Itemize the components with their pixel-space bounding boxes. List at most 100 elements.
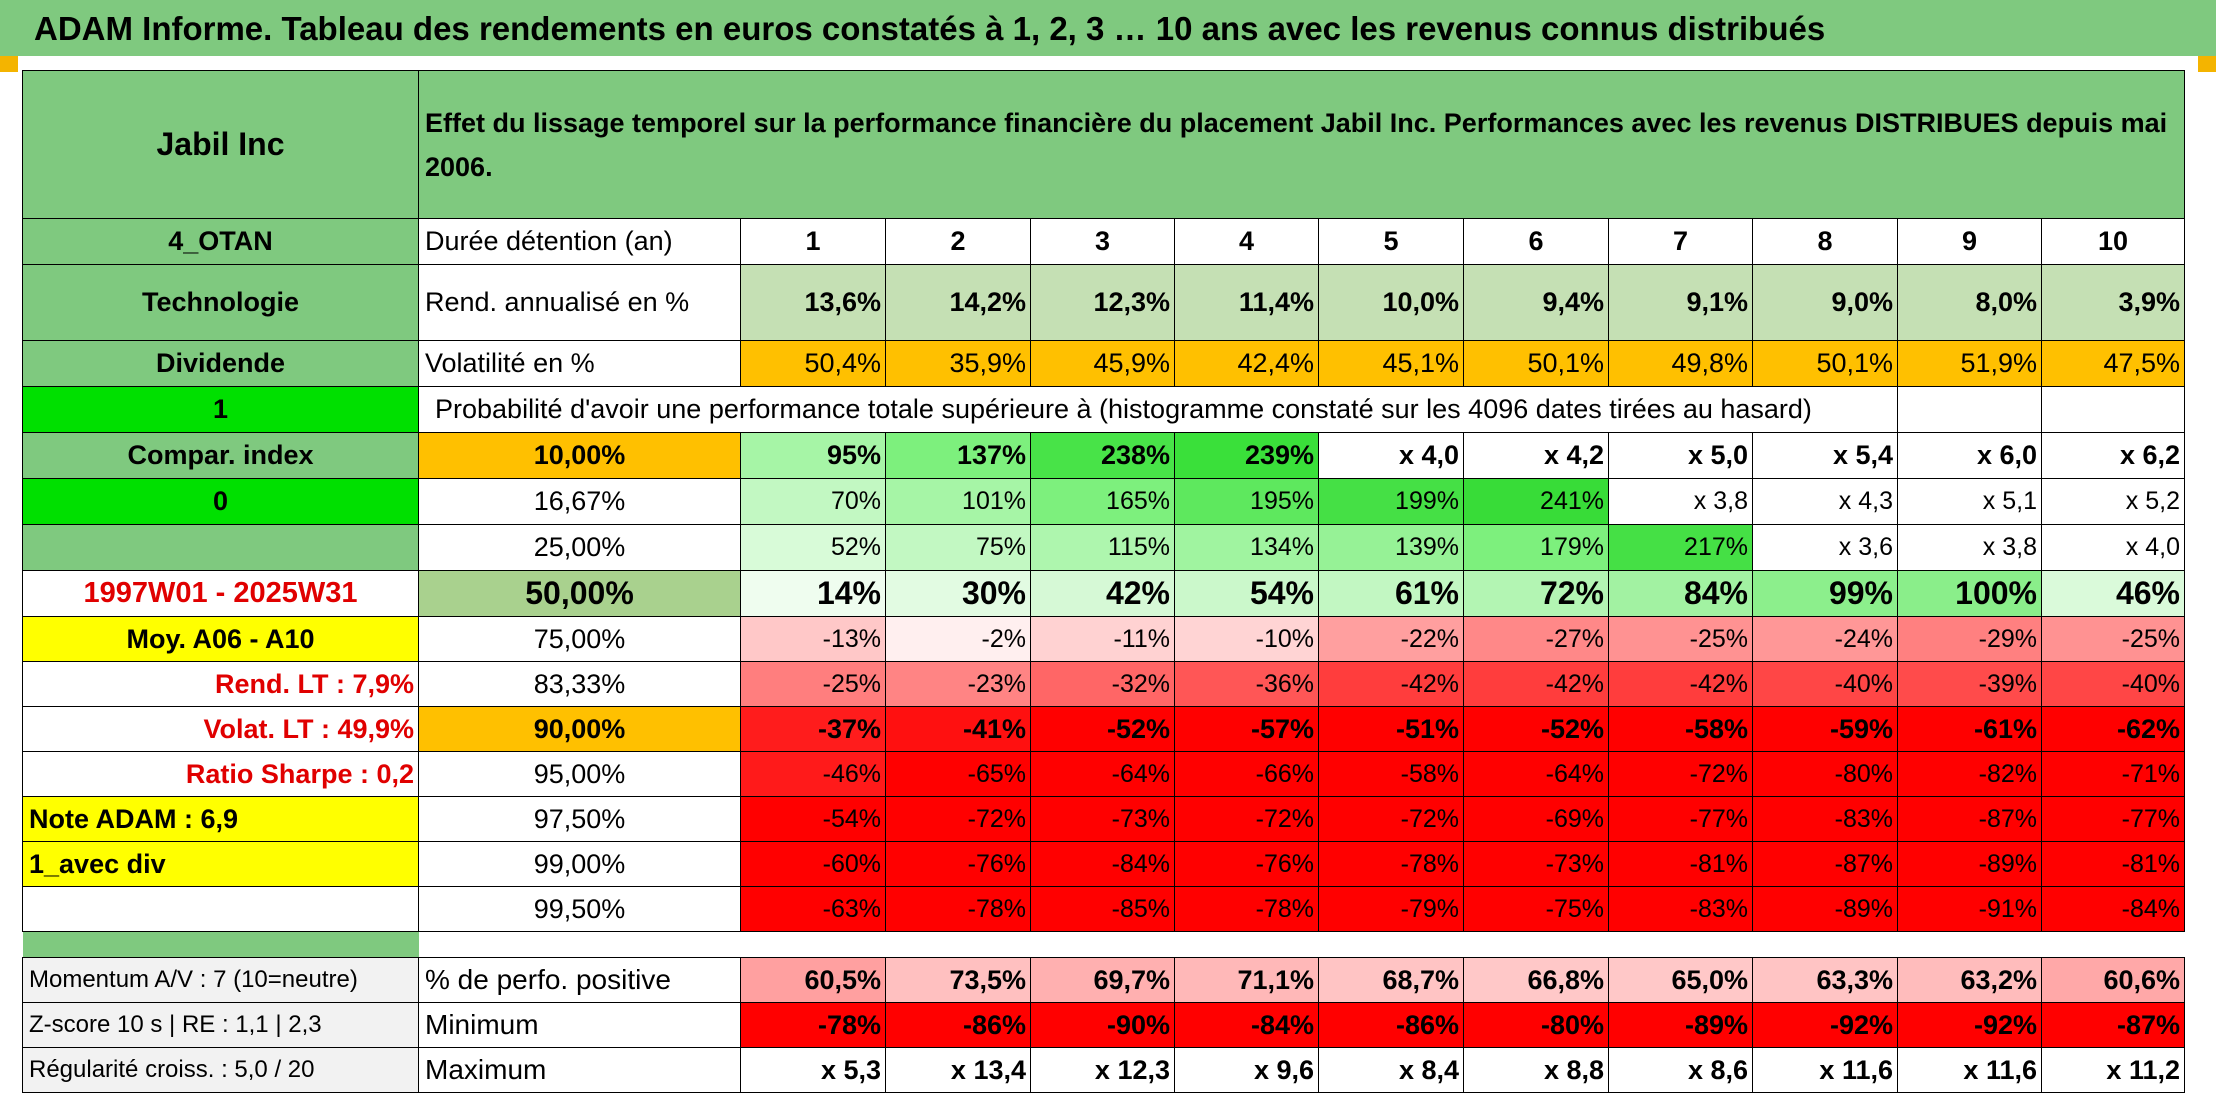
year-10: 10 bbox=[2041, 218, 2185, 265]
quantile-cell: -25% bbox=[2041, 616, 2185, 662]
rend-cell: 10,0% bbox=[1318, 264, 1464, 341]
quantile-cell: -42% bbox=[1318, 661, 1464, 707]
min-cell: -78% bbox=[740, 1002, 886, 1048]
quantile-cell: x 4,2 bbox=[1463, 432, 1609, 479]
vol-cell: 50,1% bbox=[1752, 340, 1898, 387]
dividend-value: 1 bbox=[22, 386, 419, 433]
quantile-cell: x 5,2 bbox=[2041, 478, 2185, 525]
sector-cell: Technologie bbox=[22, 264, 419, 341]
quantile-cell: 70% bbox=[740, 478, 886, 525]
quantile-cell: -36% bbox=[1174, 661, 1319, 707]
max-label: Maximum bbox=[418, 1047, 741, 1093]
quantile-cell: -29% bbox=[1897, 616, 2042, 662]
quantile-cell: x 6,2 bbox=[2041, 432, 2185, 479]
compar-value: 0 bbox=[22, 478, 419, 525]
pos-row: Momentum A/V : 7 (10=neutre) % de perfo.… bbox=[22, 957, 2185, 1003]
quantile-cell: x 3,6 bbox=[1752, 524, 1898, 571]
max-cell: x 8,6 bbox=[1608, 1047, 1753, 1093]
quantile-cell: -22% bbox=[1318, 616, 1464, 662]
rend-cell: 12,3% bbox=[1030, 264, 1175, 341]
header-row: 4_OTAN Durée détention (an) 1 2 3 4 5 6 … bbox=[22, 218, 2185, 265]
quantile-cell: -84% bbox=[2041, 886, 2185, 932]
quantile-cell: 241% bbox=[1463, 478, 1609, 525]
quantile-cell: -61% bbox=[1897, 706, 2042, 752]
quantile-cell: x 5,4 bbox=[1752, 432, 1898, 479]
quantile-cell: -91% bbox=[1897, 886, 2042, 932]
min-label: Minimum bbox=[418, 1002, 741, 1048]
quantile-cell: -69% bbox=[1463, 796, 1609, 842]
min-cell: -86% bbox=[1318, 1002, 1464, 1048]
empty-left-cell bbox=[22, 524, 419, 571]
quantile-cell: -79% bbox=[1318, 886, 1464, 932]
year-9: 9 bbox=[1897, 218, 2042, 265]
rend-cell: 9,4% bbox=[1463, 264, 1609, 341]
quantile-cell: -89% bbox=[1752, 886, 1898, 932]
vol-cell: 42,4% bbox=[1174, 340, 1319, 387]
performance-table: Jabil Inc Effet du lissage temporel sur … bbox=[22, 70, 2185, 1093]
rend-cell: 14,2% bbox=[885, 264, 1031, 341]
pos-cell: 60,5% bbox=[740, 957, 886, 1003]
rend-lt-cell: Rend. LT : 7,9% bbox=[22, 661, 419, 707]
note-adam-cell: Note ADAM : 6,9 bbox=[22, 796, 419, 842]
quantile-row: Note ADAM : 6,9 97,50% -54% -72% -73% -72% -72… bbox=[22, 796, 2185, 842]
quantile-cell: -78% bbox=[885, 886, 1031, 932]
quantile-cell: 238% bbox=[1030, 432, 1175, 479]
quantile-row: Rend. LT : 7,9% 83,33% -25% -23% -32% -36% -42… bbox=[22, 661, 2185, 707]
quantile-cell: -42% bbox=[1463, 661, 1609, 707]
pos-cell: 68,7% bbox=[1318, 957, 1464, 1003]
quantile-cell: 165% bbox=[1030, 478, 1175, 525]
quantile-cell: -81% bbox=[2041, 841, 2185, 887]
quantile-cell: -84% bbox=[1030, 841, 1175, 887]
quantile-label: 90,00% bbox=[418, 706, 741, 752]
quantile-cell: 115% bbox=[1030, 524, 1175, 571]
quantile-label: 50,00% bbox=[418, 570, 741, 617]
max-cell: x 5,3 bbox=[740, 1047, 886, 1093]
vol-label: Volatilité en % bbox=[418, 340, 741, 387]
empty-left-cell bbox=[22, 886, 419, 932]
quantile-cell: -85% bbox=[1030, 886, 1175, 932]
sharpe-cell: Ratio Sharpe : 0,2 bbox=[22, 751, 419, 797]
empty-cell bbox=[2041, 386, 2185, 433]
quantile-cell: 101% bbox=[885, 478, 1031, 525]
quantile-cell: -37% bbox=[740, 706, 886, 752]
quantile-cell: -83% bbox=[1752, 796, 1898, 842]
vol-cell: 49,8% bbox=[1608, 340, 1753, 387]
min-cell: -89% bbox=[1608, 1002, 1753, 1048]
min-cell: -87% bbox=[2041, 1002, 2185, 1048]
quantile-cell: 100% bbox=[1897, 570, 2042, 617]
quantile-cell: -52% bbox=[1030, 706, 1175, 752]
quantile-row: 0 16,67% 70% 101% 165% 195% 199% 241% x 3,8 x 4,3… bbox=[22, 478, 2185, 525]
quantile-cell: -78% bbox=[1174, 886, 1319, 932]
max-cell: x 11,6 bbox=[1752, 1047, 1898, 1093]
quantile-cell: -60% bbox=[740, 841, 886, 887]
min-cell: -84% bbox=[1174, 1002, 1319, 1048]
pos-cell: 63,3% bbox=[1752, 957, 1898, 1003]
quantile-cell: -76% bbox=[1174, 841, 1319, 887]
vol-cell: 45,9% bbox=[1030, 340, 1175, 387]
quantile-cell: x 6,0 bbox=[1897, 432, 2042, 479]
quantile-cell: -77% bbox=[2041, 796, 2185, 842]
quantile-row: 1_avec div 99,00% -60% -76% -84% -76% -78% -73%… bbox=[22, 841, 2185, 887]
quantile-row: 1997W01 - 2025W31 50,00% 14% 30% 42% 54% 61% 72… bbox=[22, 570, 2185, 617]
quantile-label: 75,00% bbox=[418, 616, 741, 662]
duration-label: Durée détention (an) bbox=[418, 218, 741, 265]
max-cell: x 12,3 bbox=[1030, 1047, 1175, 1093]
quantile-cell: -72% bbox=[1608, 751, 1753, 797]
quantile-cell: 217% bbox=[1608, 524, 1753, 571]
quantile-cell: -41% bbox=[885, 706, 1031, 752]
pos-cell: 63,2% bbox=[1897, 957, 2042, 1003]
min-cell: -86% bbox=[885, 1002, 1031, 1048]
description: Effet du lissage temporel sur la perform… bbox=[418, 70, 2185, 219]
max-cell: x 13,4 bbox=[885, 1047, 1031, 1093]
quantile-cell: -64% bbox=[1030, 751, 1175, 797]
quantile-cell: -76% bbox=[885, 841, 1031, 887]
quantile-cell: -72% bbox=[1318, 796, 1464, 842]
quantile-cell: 95% bbox=[740, 432, 886, 479]
prob-row: 1 Probabilité d'avoir une performance to… bbox=[22, 386, 2185, 433]
year-2: 2 bbox=[885, 218, 1031, 265]
pos-cell: 71,1% bbox=[1174, 957, 1319, 1003]
quantile-cell: -89% bbox=[1897, 841, 2042, 887]
regularite-cell: Régularité croiss. : 5,0 / 20 bbox=[22, 1047, 419, 1093]
quantile-cell: 84% bbox=[1608, 570, 1753, 617]
year-3: 3 bbox=[1030, 218, 1175, 265]
